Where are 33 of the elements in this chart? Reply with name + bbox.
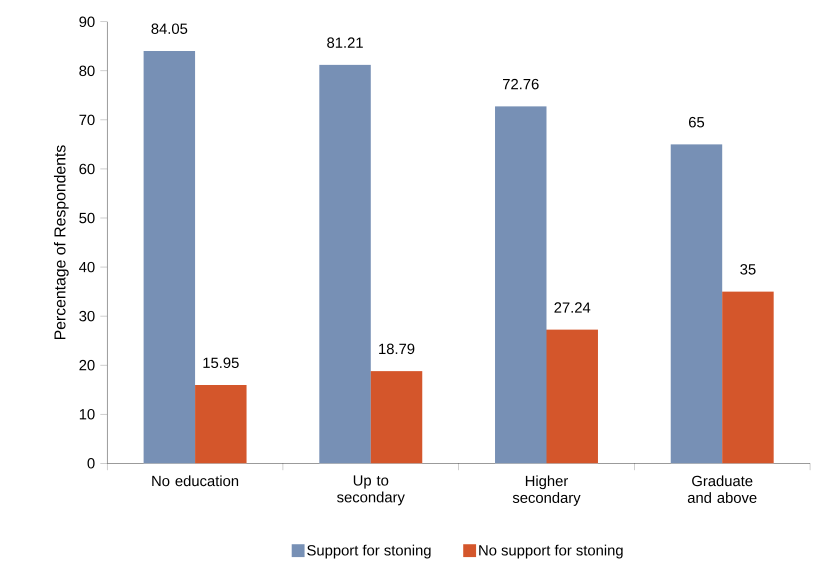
bar [370,371,422,464]
bar [195,384,247,464]
bar [670,144,722,464]
bar [722,292,774,464]
data-label: 72.76 [503,78,539,90]
y-tick-label: 80 [79,66,95,76]
legend-label: Support for stoning [307,544,431,558]
bar [319,64,371,464]
y-tick-label: 30 [79,310,95,322]
y-tick-label: 90 [79,16,95,27]
data-label: 84.05 [151,23,188,34]
bar [495,106,546,464]
y-tick-label: 60 [79,164,95,174]
x-tick-label: Higher secondary [512,475,581,506]
data-label: 15.95 [203,357,239,368]
data-label: 65 [689,116,704,128]
y-axis-title: Percentage of Respondents [54,145,69,339]
y-tick-label: 10 [80,408,95,420]
y-tick-label: 40 [79,262,95,272]
y-tick-label: 0 [88,458,95,468]
legend-label: No support for stoning [479,544,623,558]
data-label: 81.21 [327,37,363,48]
x-tick-label: Graduate and above [688,475,756,503]
x-tick-label: Up to secondary [337,475,405,506]
data-label: 35 [740,264,756,274]
bar [144,50,196,464]
y-tick-label: 70 [79,114,95,126]
y-tick-label: 20 [79,360,95,370]
data-label: 27.24 [554,302,590,313]
y-tick-label: 50 [79,212,95,224]
data-label: 18.79 [379,344,414,354]
x-tick-label: No education [152,475,238,486]
bar [546,330,598,464]
